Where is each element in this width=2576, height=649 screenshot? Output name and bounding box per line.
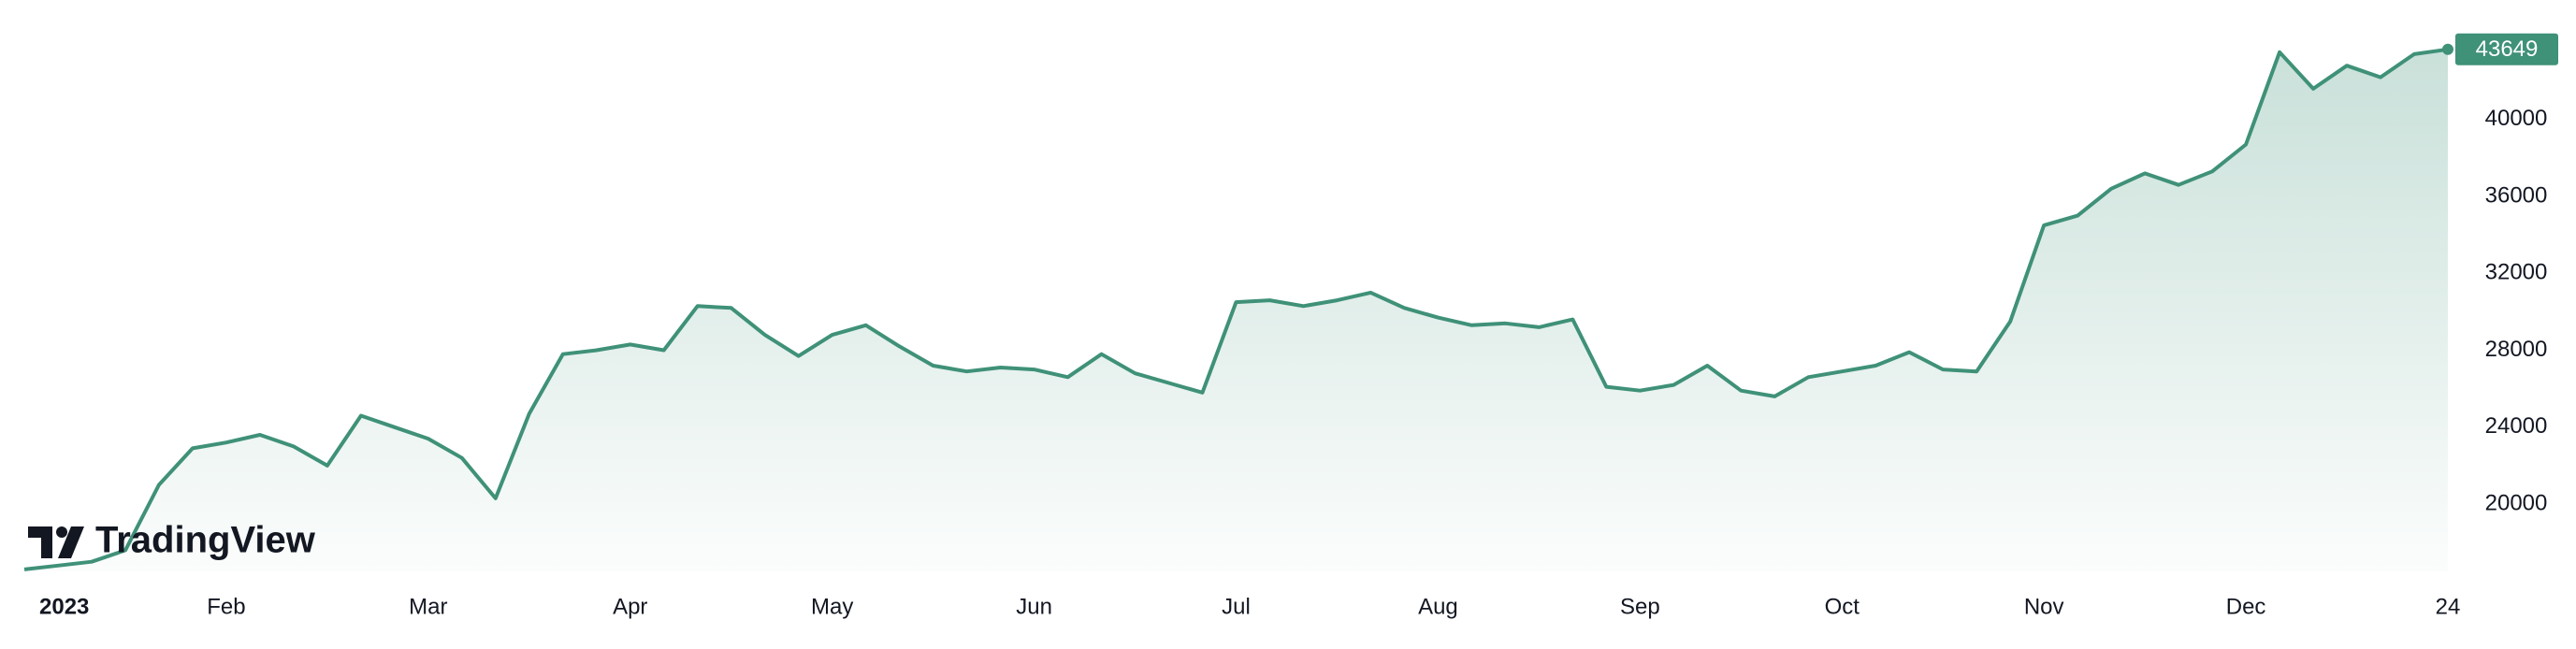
watermark: TradingView (28, 520, 316, 561)
x-tick-label: May (811, 594, 853, 619)
x-tick-label: Dec (2226, 594, 2266, 619)
x-tick-label: Mar (409, 594, 447, 619)
last-point (2442, 43, 2453, 55)
y-tick-label: 40000 (2485, 106, 2548, 131)
y-tick-label: 36000 (2485, 182, 2548, 208)
x-tick-label: Aug (1418, 594, 1458, 619)
last-value-box (2455, 33, 2558, 65)
logo-mark (58, 526, 84, 558)
y-tick-label: 24000 (2485, 413, 2548, 439)
watermark-text: TradingView (95, 520, 316, 561)
x-tick-label: Feb (207, 594, 245, 619)
price-line (23, 47, 2449, 571)
x-tick-label: 24 (2436, 594, 2461, 619)
x-tick-label: 2023 (39, 594, 89, 619)
y-tick-label: 20000 (2485, 490, 2548, 515)
x-tick-label: Oct (1825, 594, 1860, 619)
x-tick-label: Jul (1222, 594, 1251, 619)
x-tick-label: Jun (1016, 594, 1052, 619)
y-tick-label: 32000 (2485, 260, 2548, 285)
x-tick-label: Sep (1620, 594, 1660, 619)
plot-area (23, 43, 2453, 572)
x-tick-label: Nov (2024, 594, 2064, 619)
last-value-label: 43649 (2476, 36, 2539, 62)
x-tick-label: Apr (613, 594, 647, 619)
logo-mark (28, 526, 52, 558)
area-fill (24, 49, 2448, 572)
y-tick-label: 28000 (2485, 337, 2548, 362)
logo-mark (56, 526, 67, 538)
